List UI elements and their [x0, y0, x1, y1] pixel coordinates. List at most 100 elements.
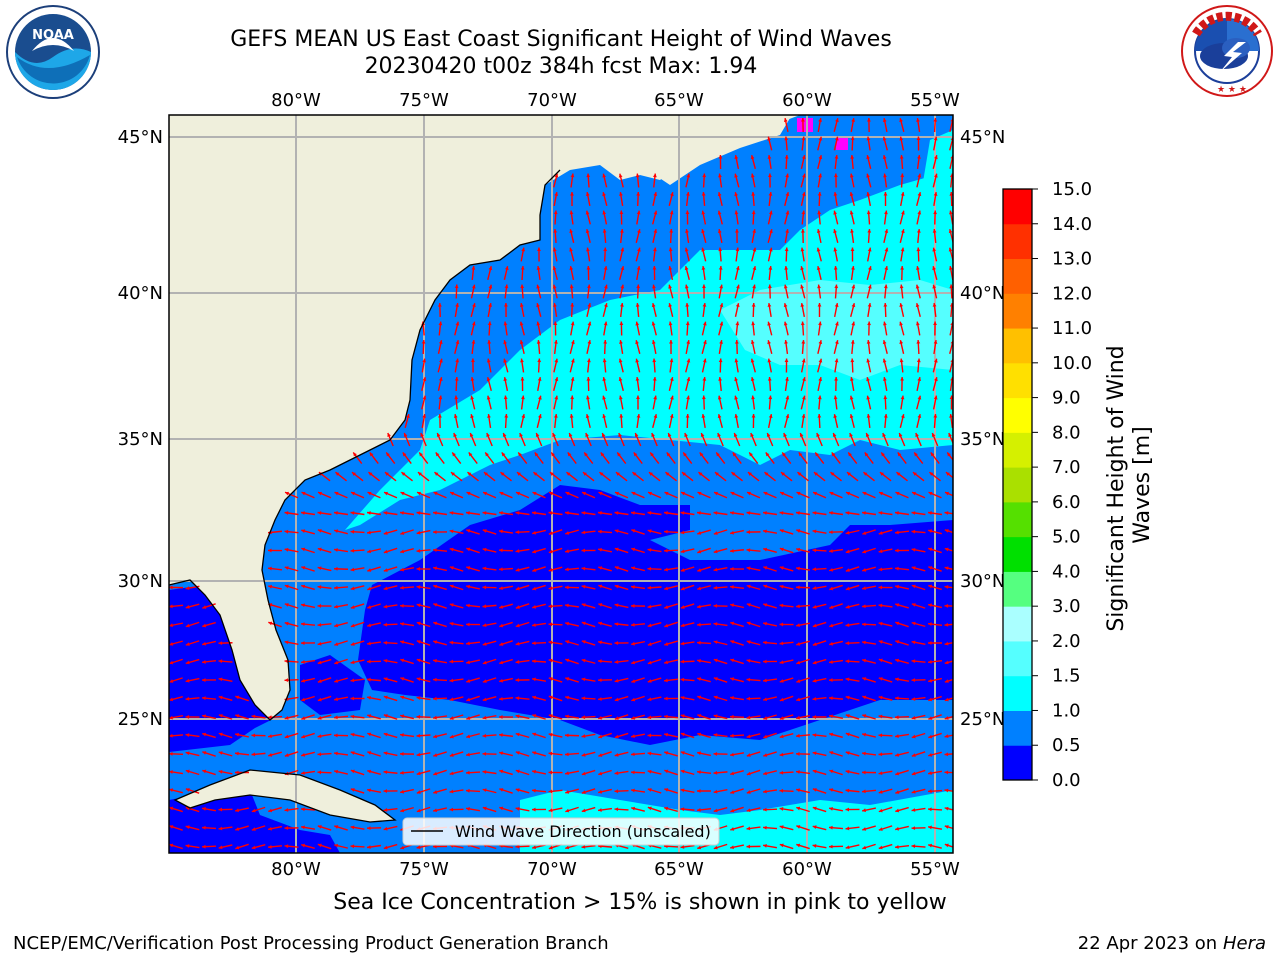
wave-arrow-head: [845, 511, 850, 515]
wave-arrow-head: [470, 414, 474, 419]
wave-arrow-head: [600, 452, 605, 457]
wave-arrow-head: [515, 732, 520, 737]
wave-arrow-head: [882, 377, 887, 381]
wave-arrow-head: [713, 622, 718, 626]
wave-arrow-head: [268, 808, 273, 813]
wave-arrow-head: [944, 697, 949, 702]
wave-arrow-head: [453, 433, 457, 438]
wave-arrow-head: [383, 640, 388, 645]
wave-arrow-head: [735, 321, 740, 326]
wave-arrow-head: [947, 452, 951, 457]
wave-arrow-head: [499, 567, 503, 572]
wave-arrow-head: [482, 770, 487, 774]
wave-arrow-head: [718, 377, 723, 381]
wave-arrow-head: [301, 825, 305, 830]
wave-arrow-head: [816, 247, 821, 252]
wave-arrow-head: [438, 395, 443, 400]
wave-arrow-head: [466, 716, 471, 720]
wave-arrow-head: [482, 547, 487, 552]
lat-tick-label: 40°N: [960, 283, 1005, 304]
wave-arrow-head: [647, 806, 652, 811]
wave-arrow-head: [598, 753, 603, 757]
wave-arrow-head: [845, 641, 850, 646]
wave-band-0-0-5-caribbean: [169, 790, 340, 853]
colorbar-segment: [1003, 640, 1032, 677]
wave-arrow-head: [812, 806, 817, 811]
wave-arrow-head: [713, 549, 718, 554]
wave-arrow-head: [701, 192, 706, 196]
wave-arrow-head: [898, 433, 903, 438]
wave-arrow-head: [169, 843, 174, 848]
wave-arrow-head: [598, 491, 603, 496]
wave-arrow-head: [619, 340, 623, 344]
wave-arrow-head: [668, 247, 673, 252]
wave-arrow-head: [635, 340, 639, 345]
wave-arrow-head: [882, 340, 887, 345]
wave-arrow-head: [796, 770, 800, 774]
wave-arrow-head: [548, 732, 553, 737]
wave-arrow-head: [520, 377, 525, 381]
wave-arrow-head: [335, 472, 340, 476]
wave-arrow-head: [878, 640, 883, 644]
wave-arrow-head: [515, 605, 520, 609]
wave-arrow-head: [766, 433, 771, 438]
wave-arrow-head: [504, 414, 509, 418]
wave-arrow-head: [169, 604, 173, 609]
wave-arrow-head: [535, 433, 540, 438]
colorbar-segment: [1003, 467, 1032, 503]
wave-arrow-head: [730, 640, 735, 644]
wave-arrow-head: [845, 751, 850, 755]
wave-arrow-head: [834, 358, 839, 363]
wave-arrow-head: [351, 491, 356, 496]
wave-arrow-head: [532, 695, 537, 700]
credit-date-text: 22 Apr 2023 on: [1077, 933, 1223, 954]
wave-arrow-head: [433, 511, 437, 515]
wave-arrow-head: [317, 660, 322, 665]
wave-arrow-head: [482, 566, 487, 571]
wave-arrow-head: [680, 807, 685, 812]
wave-arrow-head: [631, 529, 636, 533]
wave-arrow-head: [845, 623, 850, 627]
wave-arrow-head: [383, 659, 388, 663]
wave-arrow-head: [949, 395, 953, 400]
wave-arrow-head: [570, 321, 575, 326]
wave-arrow-head: [602, 414, 607, 419]
wave-arrow-head: [653, 395, 658, 400]
wave-arrow-head: [862, 549, 867, 554]
wave-arrow-head: [718, 173, 722, 178]
wave-arrow-head: [598, 547, 602, 552]
wave-arrow-head: [900, 173, 905, 178]
wave-arrow-head: [881, 452, 885, 457]
wave-arrow-head: [569, 266, 574, 270]
wave-arrow-head: [668, 321, 673, 326]
wave-arrow-head: [796, 547, 801, 552]
wave-arrow-head: [185, 642, 190, 646]
wave-arrow-head: [928, 678, 932, 683]
wave-arrow-head: [763, 697, 768, 702]
wave-arrow-head: [816, 433, 820, 438]
wave-arrow-head: [768, 414, 773, 418]
wave-arrow-head: [751, 210, 756, 215]
wave-arrow-head: [895, 790, 900, 794]
wave-arrow-head: [466, 697, 471, 702]
wave-arrow-head: [779, 566, 784, 570]
wave-arrow-head: [565, 752, 569, 757]
wave-arrow-head: [911, 566, 916, 570]
wave-arrow-head: [714, 472, 719, 476]
wave-arrow-head: [746, 677, 751, 682]
wave-arrow-head: [581, 771, 586, 776]
wave-arrow-head: [581, 621, 586, 626]
wave-arrow-head: [782, 452, 786, 457]
wave-arrow-head: [746, 808, 751, 813]
wave-arrow-head: [614, 660, 619, 664]
wave-arrow-head: [537, 247, 541, 252]
wave-arrow-head: [834, 284, 839, 289]
colorbar-tick-label: 9.0: [1052, 388, 1081, 409]
wave-arrow-head: [455, 358, 460, 363]
wave-arrow-head: [717, 210, 722, 215]
wave-arrow-head: [548, 604, 553, 609]
wave-arrow-head: [697, 845, 702, 850]
wave-arrow-head: [883, 395, 888, 400]
wave-arrow-head: [862, 640, 866, 645]
wave-arrow-head: [928, 622, 932, 627]
